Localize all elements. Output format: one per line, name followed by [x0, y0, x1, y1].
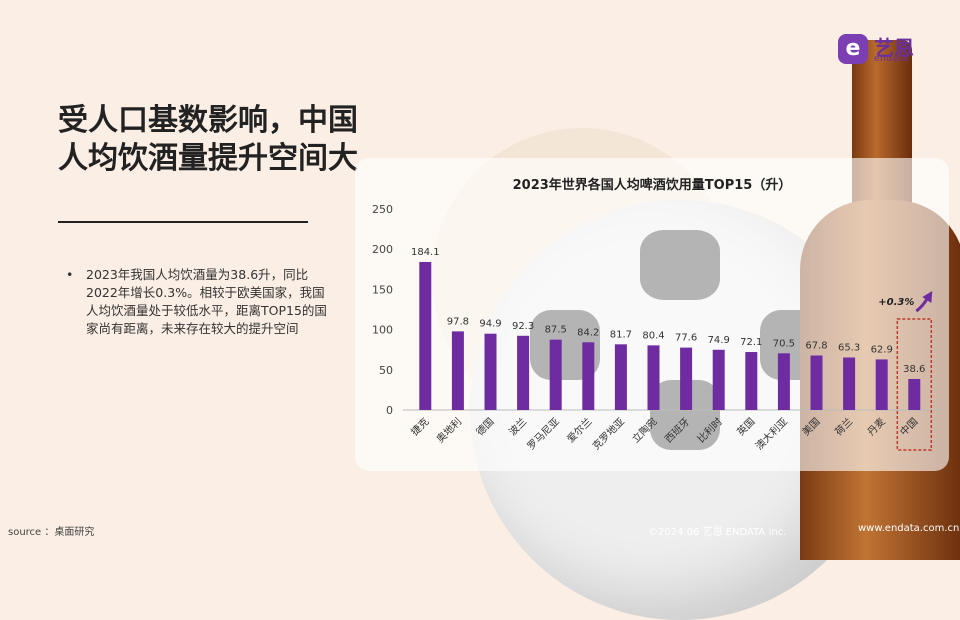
- chart-title: 2023年世界各国人均啤酒饮用量TOP15（升）: [512, 178, 792, 193]
- bar: [843, 357, 856, 410]
- x-tick-label: 澳大利亚: [753, 415, 790, 452]
- data-label: 94.9: [479, 319, 501, 330]
- website-link[interactable]: www.endata.com.cn: [858, 523, 960, 534]
- bar: [745, 352, 758, 410]
- bar: [777, 353, 790, 410]
- bar: [614, 344, 627, 410]
- y-tick-label: 0: [386, 404, 393, 417]
- logo-subtitle: endata: [874, 54, 909, 64]
- bar: [810, 355, 823, 410]
- x-tick-label: 罗马尼亚: [525, 416, 562, 453]
- x-tick-label: 爱尔兰: [564, 415, 594, 445]
- data-label: 65.3: [838, 342, 860, 353]
- bar: [680, 347, 693, 410]
- bullet-icon: •: [66, 267, 74, 282]
- x-tick-label: 波兰: [506, 415, 529, 438]
- bar: [517, 335, 530, 410]
- logo-name: 艺恩: [874, 36, 914, 60]
- title-divider: [58, 221, 308, 223]
- x-tick-label: 比利时: [695, 416, 725, 446]
- x-tick-label: 立陶宛: [629, 415, 659, 445]
- highlight-box: [896, 318, 933, 451]
- growth-arrow-head: [922, 290, 933, 303]
- data-label: 80.4: [642, 330, 664, 341]
- bar: [712, 349, 725, 410]
- data-label: 184.1: [411, 247, 440, 258]
- bar: [451, 331, 464, 410]
- data-label: 92.3: [512, 321, 534, 332]
- x-tick-label: 奥地利: [434, 415, 464, 445]
- y-tick-label: 50: [379, 364, 393, 377]
- y-tick-label: 250: [372, 203, 393, 216]
- x-tick-label: 中国: [897, 415, 920, 438]
- page-title: 受人口基数影响，中国人均饮酒量提升空间大: [58, 103, 358, 176]
- x-tick-label: 克罗地亚: [590, 415, 627, 452]
- data-label: 77.6: [675, 333, 697, 344]
- data-label: 70.5: [773, 338, 795, 349]
- bar: [647, 345, 660, 410]
- bar: [484, 333, 497, 410]
- bullet-text: 2023年我国人均饮酒量为38.6升，同比2022年增长0.3%。相较于欧美国家…: [86, 267, 327, 336]
- bar: [582, 342, 595, 410]
- data-label: 84.2: [577, 327, 599, 338]
- data-label: 62.9: [871, 344, 893, 355]
- data-label: 67.8: [805, 340, 827, 351]
- data-label: 38.6: [903, 364, 925, 375]
- data-label: 97.8: [447, 316, 469, 327]
- data-label: 72.1: [740, 337, 762, 348]
- x-tick-label: 西班牙: [663, 416, 693, 446]
- y-tick-label: 100: [372, 324, 393, 337]
- x-tick-label: 德国: [473, 415, 496, 438]
- bar: [875, 359, 888, 410]
- copyright: ©2024.06 艺恩 ENDATA Inc.: [648, 527, 787, 538]
- data-label: 74.9: [708, 335, 730, 346]
- x-tick-label: 英国: [734, 415, 757, 438]
- brand-logo: e 艺恩 endata: [838, 32, 938, 66]
- data-label: 87.5: [545, 325, 567, 336]
- y-tick-label: 200: [372, 243, 393, 256]
- bar: [419, 261, 432, 410]
- logo-icon: e: [838, 34, 868, 64]
- x-tick-label: 美国: [799, 415, 822, 438]
- bar-chart: 0 50 100 150 200 250 184.1 捷克 97.8 奥地利 94.9 德国 92.3 波…: [372, 203, 941, 453]
- x-tick-label: 捷克: [408, 415, 431, 438]
- bar: [549, 339, 562, 410]
- source-note: source ：桌面研究: [8, 527, 95, 538]
- x-tick-label: 丹麦: [865, 416, 888, 439]
- data-label: 81.7: [610, 329, 632, 340]
- chart-panel: [355, 158, 949, 471]
- x-tick-label: 荷兰: [832, 415, 855, 438]
- bar: [908, 378, 921, 410]
- y-tick-label: 150: [372, 283, 393, 296]
- growth-annotation: +0.3%: [878, 297, 914, 308]
